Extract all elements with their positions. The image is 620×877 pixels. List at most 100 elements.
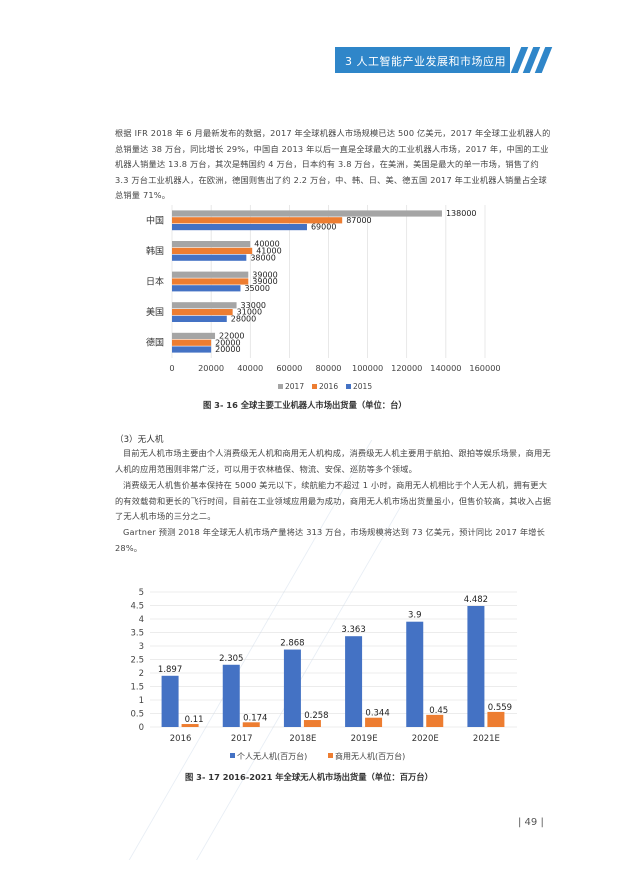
section-header-banner — [335, 47, 510, 73]
bar — [172, 247, 253, 254]
y-tick-label: 1 — [139, 696, 144, 706]
paragraph-drone-market: 目前无人机市场主要由个人消费级无人机和商用无人机构成，消费级无人机主要用于航拍、… — [115, 448, 551, 474]
category-label: 中国 — [146, 214, 164, 226]
bar — [181, 724, 199, 727]
paragraph-gartner-forecast: Gartner 预测 2018 年全球无人机市场产量将达 313 万台，市场规模… — [115, 527, 546, 553]
y-tick-label: 4.5 — [130, 602, 144, 612]
data-label: 39000 — [252, 277, 277, 286]
legend-label: 2015 — [353, 382, 372, 391]
bar — [172, 224, 307, 231]
legend-swatch — [230, 753, 235, 758]
bar — [406, 621, 424, 727]
category-label: 2021E — [473, 734, 500, 744]
data-label: 39000 — [252, 270, 277, 279]
data-label: 87000 — [346, 216, 371, 225]
legend-label: 个人无人机(百万台) — [237, 751, 307, 761]
y-tick-label: 1.5 — [130, 683, 144, 693]
data-label: 69000 — [311, 223, 336, 232]
data-label: 138000 — [446, 209, 477, 218]
data-label: 33000 — [241, 301, 266, 310]
category-label: 2018E — [289, 734, 316, 744]
paragraph-robot-market: 根据 IFR 2018 年 6 月最新发布的数据，2017 年全球机器人市场规模… — [115, 128, 551, 200]
legend-swatch — [312, 384, 317, 389]
bar — [172, 210, 442, 217]
figure-caption-3-16: 图 3- 16 全球主要工业机器人市场出货量（单位：台） — [203, 400, 407, 410]
data-label: 38000 — [250, 253, 275, 262]
bar — [426, 714, 444, 727]
y-tick-label: 2 — [139, 669, 144, 679]
category-label: 德国 — [146, 337, 164, 349]
bar — [222, 664, 240, 727]
bar — [172, 271, 249, 278]
bar — [242, 722, 260, 727]
y-tick-label: 4 — [139, 615, 144, 625]
bar — [172, 339, 212, 346]
category-label: 2016 — [170, 734, 192, 744]
bar — [172, 346, 212, 353]
x-tick-label: 20000 — [198, 363, 224, 373]
data-label: 3.9 — [408, 611, 422, 621]
y-tick-label: 0 — [139, 723, 144, 733]
bar — [172, 309, 233, 316]
x-tick-label: 60000 — [276, 363, 302, 373]
x-tick-label: 120000 — [391, 363, 422, 373]
bar — [172, 217, 343, 224]
bar — [161, 675, 179, 727]
category-label: 2019E — [351, 734, 378, 744]
data-label: 0.559 — [488, 703, 512, 713]
data-label: 41000 — [256, 247, 281, 256]
legend-swatch — [328, 753, 333, 758]
bar — [172, 278, 249, 285]
legend-swatch — [346, 384, 351, 389]
data-label: 0.45 — [429, 706, 448, 716]
bar — [172, 315, 227, 322]
bar — [365, 717, 383, 727]
bar — [467, 605, 485, 727]
y-tick-label: 3 — [139, 642, 144, 652]
bar — [283, 649, 301, 727]
legend-label: 2017 — [285, 382, 304, 391]
data-label: 0.258 — [304, 711, 328, 721]
x-tick-label: 140000 — [430, 363, 461, 373]
data-label: 3.363 — [341, 625, 365, 635]
data-label: 2.305 — [219, 654, 243, 664]
x-tick-label: 80000 — [315, 363, 341, 373]
data-label: 1.897 — [158, 665, 182, 675]
data-label: 20000 — [215, 345, 240, 354]
data-label: 28000 — [231, 315, 256, 324]
data-label: 4.482 — [464, 595, 488, 605]
data-label: 0.11 — [185, 715, 204, 725]
x-tick-label: 100000 — [352, 363, 383, 373]
bar — [303, 720, 321, 727]
category-label: 2017 — [231, 734, 253, 744]
robot-market-bar-chart: 0 20000 40000 60000 80000 100000 120000 140000 1… — [146, 205, 501, 391]
category-label: 日本 — [146, 276, 164, 288]
data-label: 2.868 — [280, 639, 304, 649]
section-heading-drone: （3）无人机 — [115, 435, 164, 445]
category-label: 2020E — [412, 734, 439, 744]
bar — [172, 285, 241, 292]
figure-caption-3-17: 图 3- 17 2016-2021 年全球无人机市场出货量（单位：百万台） — [185, 772, 433, 782]
x-tick-label: 40000 — [237, 363, 263, 373]
y-tick-label: 0.5 — [130, 710, 144, 720]
data-label: 40000 — [254, 240, 279, 249]
data-label: 22000 — [219, 332, 244, 341]
data-label: 20000 — [215, 338, 240, 347]
data-label: 0.344 — [365, 709, 389, 719]
bar — [172, 254, 247, 261]
category-label: 美国 — [146, 306, 164, 318]
y-tick-label: 2.5 — [130, 656, 144, 666]
x-tick-label: 0 — [169, 363, 174, 373]
legend-swatch — [278, 384, 283, 389]
drone-shipment-bar-chart: 0 0.5 1 1.5 2 2.5 3 3.5 4 4.5 5 2016 1.897 0.11 2017 2.… — [130, 588, 517, 761]
bar — [172, 302, 237, 309]
data-label: 0.174 — [243, 713, 267, 723]
category-label: 韩国 — [146, 245, 164, 257]
bar — [345, 636, 363, 727]
bar — [487, 711, 505, 727]
data-label: 31000 — [237, 308, 262, 317]
x-tick-label: 160000 — [469, 363, 500, 373]
bar — [172, 241, 251, 248]
legend-label: 2016 — [319, 382, 338, 391]
